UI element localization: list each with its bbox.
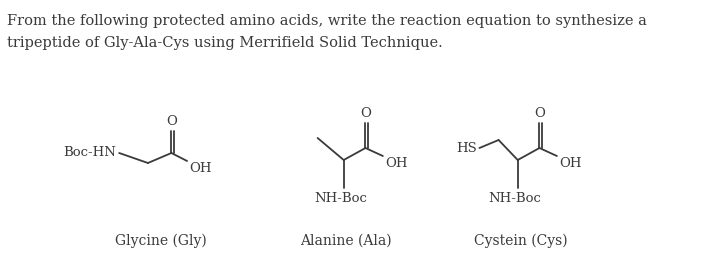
Text: O: O: [534, 107, 545, 120]
Text: NH-Boc: NH-Boc: [488, 192, 541, 205]
Text: Cystein (Cys): Cystein (Cys): [473, 233, 567, 248]
Text: O: O: [166, 115, 177, 128]
Text: Glycine (Gly): Glycine (Gly): [115, 233, 207, 248]
Text: Alanine (Ala): Alanine (Ala): [301, 234, 392, 248]
Text: tripeptide of Gly-Ala-Cys using Merrifield Solid Technique.: tripeptide of Gly-Ala-Cys using Merrifie…: [7, 36, 443, 50]
Text: OH: OH: [560, 157, 582, 170]
Text: NH-Boc: NH-Boc: [315, 192, 368, 205]
Text: Boc-HN: Boc-HN: [64, 147, 116, 160]
Text: From the following protected amino acids, write the reaction equation to synthes: From the following protected amino acids…: [7, 14, 647, 28]
Text: O: O: [360, 107, 371, 120]
Text: OH: OH: [386, 157, 408, 170]
Text: HS: HS: [456, 141, 477, 154]
Text: OH: OH: [190, 162, 212, 175]
